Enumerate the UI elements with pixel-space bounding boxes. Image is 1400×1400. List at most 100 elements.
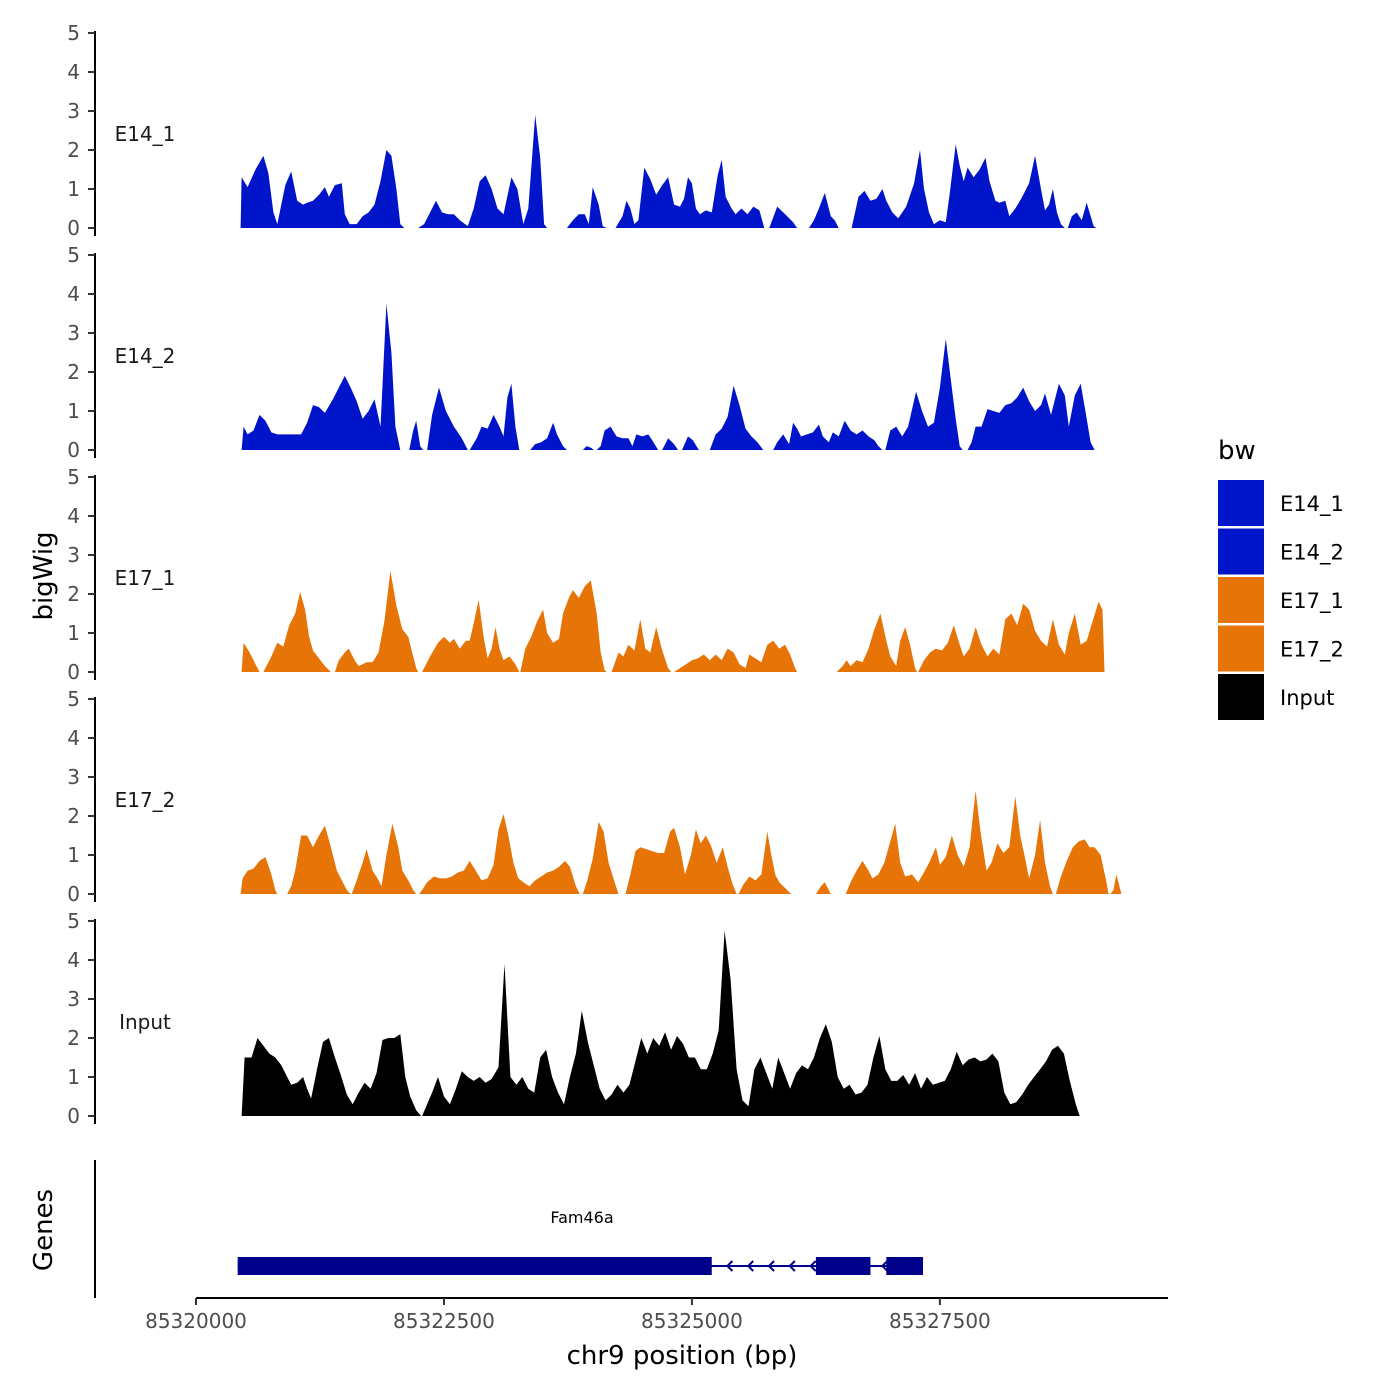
y-tick-label: 1: [67, 621, 80, 645]
strand-arrow: [788, 1260, 796, 1272]
legend-swatch: [1218, 625, 1264, 672]
y-tick-label: 5: [67, 909, 80, 933]
x-tick-label: 85327500: [889, 1309, 991, 1333]
coverage-area: [851, 144, 1065, 228]
coverage-area: [422, 930, 1080, 1116]
coverage-area: [1055, 839, 1109, 894]
y-tick-label: 4: [67, 726, 80, 750]
track-label: E17_1: [115, 566, 176, 590]
coverage-area: [240, 150, 405, 228]
legend-label: E14_1: [1280, 492, 1344, 517]
y-tick-label: 5: [67, 687, 80, 711]
y-tick-label: 3: [67, 99, 80, 123]
y-tick-label: 0: [67, 660, 80, 684]
y-tick-label: 0: [67, 438, 80, 462]
y-tick-label: 2: [67, 804, 80, 828]
y-tick-label: 0: [67, 216, 80, 240]
legend-label: Input: [1280, 686, 1334, 710]
y-axis-title: bigWig: [29, 531, 59, 620]
coverage-area: [809, 192, 839, 228]
track-label: Input: [119, 1010, 171, 1034]
y-tick-label: 0: [67, 1104, 80, 1128]
coverage-area: [596, 426, 659, 450]
y-tick-label: 5: [67, 243, 80, 267]
legend-swatch: [1218, 577, 1264, 623]
y-tick-label: 2: [67, 1026, 80, 1050]
coverage-area: [625, 827, 737, 894]
x-tick-label: 85325000: [641, 1309, 743, 1333]
coverage-area: [682, 436, 699, 450]
y-tick-label: 3: [67, 987, 80, 1011]
x-tick-label: 85322500: [393, 1309, 495, 1333]
track-label: E14_1: [115, 122, 176, 146]
panel-e14-2: 0 1 2 3 4 5 E14_2: [67, 243, 1095, 462]
coverage-area: [582, 446, 594, 450]
coverage-area: [427, 387, 468, 450]
coverage-area: [845, 790, 1053, 894]
coverage-area: [662, 438, 678, 450]
panel-e17-1: 0 1 2 3 4 5 E17_1: [67, 465, 1105, 684]
coverage-area: [674, 640, 798, 672]
coverage-area: [530, 422, 567, 450]
gene-exon: [815, 1257, 871, 1275]
legend-title: bw: [1218, 436, 1256, 466]
strand-arrow: [746, 1260, 754, 1272]
legend-label: E14_2: [1280, 541, 1344, 566]
coverage-area: [769, 206, 798, 228]
panel-e14-1: 0 1 2 3 4 5 E14_1: [67, 21, 1097, 240]
y-tick-label: 2: [67, 138, 80, 162]
x-axis: 85320000 85322500 85325000 85327500: [145, 1297, 1168, 1333]
gene-name-label: Fam46a: [550, 1208, 613, 1227]
coverage-area: [611, 619, 672, 672]
coverage-area: [709, 385, 764, 450]
coverage-area: [241, 642, 260, 672]
y-tick-label: 1: [67, 1065, 80, 1089]
panel-input: 0 1 2 3 4 5 Input: [67, 909, 1080, 1128]
y-tick-label: 1: [67, 843, 80, 867]
gene-exon: [886, 1257, 924, 1275]
legend-swatch: [1218, 674, 1264, 720]
coverage-area: [287, 825, 351, 894]
y-tick-label: 2: [67, 582, 80, 606]
legend: bw E14_1 E14_2 E17_1 E17_2 Input: [1218, 436, 1344, 720]
genes-axis-title: Genes: [29, 1189, 59, 1271]
x-axis-title: chr9 position (bp): [567, 1341, 798, 1371]
coverage-area: [885, 338, 963, 450]
gene-track: Fam46a: [94, 1160, 924, 1298]
y-tick-label: 4: [67, 282, 80, 306]
coverage-area: [334, 570, 419, 672]
coverage-area: [918, 601, 1105, 672]
coverage-area: [836, 613, 918, 672]
coverage-area: [241, 1034, 422, 1116]
y-tick-label: 4: [67, 60, 80, 84]
coverage-area: [520, 580, 607, 672]
coverage-area: [1110, 874, 1122, 894]
y-tick-label: 3: [67, 543, 80, 567]
coverage-area: [582, 821, 619, 894]
y-tick-label: 1: [67, 399, 80, 423]
strand-arrow: [880, 1260, 889, 1272]
coverage-area: [422, 599, 520, 672]
legend-swatch: [1218, 480, 1264, 526]
coverage-area: [409, 420, 424, 450]
y-tick-label: 3: [67, 765, 80, 789]
strand-arrow: [809, 1260, 817, 1272]
strand-arrow: [767, 1260, 775, 1272]
coverage-area: [615, 159, 765, 228]
coverage-area: [566, 187, 607, 228]
coverage-area: [351, 823, 417, 894]
y-tick-label: 2: [67, 360, 80, 384]
legend-swatch: [1218, 528, 1264, 575]
coverage-area: [469, 383, 520, 450]
y-tick-label: 0: [67, 882, 80, 906]
track-panels: 0 1 2 3 4 5 E14_1 0 1 2 3 4 5 E14_2 0 1 2 3 4 5 E17_1 0 1 2 3 4 5 E…: [67, 21, 1122, 1128]
coverage-area: [418, 114, 548, 228]
legend-label: E17_1: [1280, 589, 1344, 614]
gene-exon: [237, 1257, 712, 1275]
strand-arrow: [725, 1260, 734, 1272]
coverage-area: [419, 814, 580, 894]
y-tick-label: 1: [67, 177, 80, 201]
x-tick-label: 85320000: [145, 1309, 247, 1333]
coverage-area: [815, 882, 831, 894]
